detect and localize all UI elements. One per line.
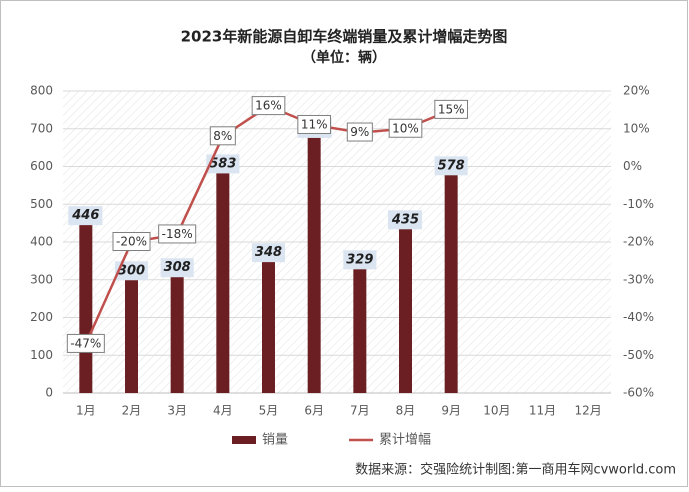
y2-tick-label: 0% [623, 159, 642, 173]
x-tick-label: 7月 [350, 404, 370, 418]
label-box [206, 154, 240, 174]
bar-value-label: 435 [391, 212, 419, 227]
label-box [68, 206, 103, 226]
x-tick-label: 1月 [76, 404, 96, 418]
label-box [114, 261, 149, 281]
y2-tick-label: 10% [623, 121, 650, 135]
bar-value-label: 348 [255, 245, 282, 260]
chart-title: 2023年新能源自卸车终端销量及累计增幅走势图 [181, 28, 508, 46]
source: 数据来源：交强险统计制图:第一商用车网cvworld.com [355, 462, 676, 478]
x-tick-label: 2月 [122, 404, 142, 418]
y-tick-label: 0 [45, 386, 53, 400]
y2-tick-label: -50% [623, 348, 654, 362]
line-label-group: 9% [346, 122, 373, 142]
x-tick-label: 12月 [575, 404, 602, 418]
line-value-label: 9% [350, 125, 369, 139]
label-box [158, 224, 197, 244]
y-tick-label: 400 [30, 235, 53, 249]
y-tick-label: 200 [30, 310, 53, 324]
label-box [209, 126, 236, 146]
label-box [112, 232, 151, 251]
bar-value-label: 300 [118, 263, 145, 278]
x-tick-label: 3月 [167, 404, 187, 418]
line-value-label: 15% [438, 102, 465, 116]
legend-swatch [232, 436, 256, 444]
bar [79, 224, 93, 393]
label-box [388, 118, 423, 138]
y-tick-label: 500 [30, 197, 53, 211]
line-label-group: 8% [209, 126, 236, 146]
bar [444, 174, 458, 393]
line-label-group: -20% [112, 232, 151, 251]
label-box [297, 114, 332, 134]
bar-value-label: 308 [164, 260, 191, 275]
bar [353, 268, 367, 393]
label-box [387, 210, 423, 230]
label-box [343, 250, 377, 270]
line-label-group: -47% [66, 333, 105, 353]
bar-value-label: 446 [71, 208, 99, 223]
bar-label-group: 308 [160, 258, 194, 278]
line-label-group: -18% [158, 224, 197, 244]
line-label-group: 11% [297, 114, 332, 134]
line-value-label: 11% [301, 117, 328, 131]
bar-value-label: 583 [209, 156, 236, 171]
line-value-label: -18% [162, 227, 193, 241]
bar [170, 276, 184, 393]
bar [307, 137, 321, 393]
x-tick-label: 11月 [529, 404, 556, 418]
label-box [251, 96, 286, 116]
bar-label-group: 446 [68, 206, 103, 226]
label-box [346, 122, 373, 142]
bar [216, 172, 230, 393]
bar-label-group: 578 [434, 156, 468, 176]
y-tick-label: 600 [30, 159, 53, 173]
y-tick-label: 300 [30, 272, 53, 286]
bar-label-group: 435 [387, 210, 423, 230]
line-label-group: 10% [388, 118, 423, 138]
line-label-group: 15% [434, 99, 469, 119]
y2-tick-label: -20% [623, 235, 654, 249]
bar [399, 228, 412, 393]
line-value-label: 8% [213, 129, 232, 143]
x-tick-label: 4月 [213, 404, 233, 418]
bar-label-group: 329 [343, 250, 377, 270]
bar [125, 279, 138, 393]
y2-tick-label: -30% [623, 272, 654, 286]
y2-tick-label: -40% [623, 310, 654, 324]
bar-label-group: 300 [114, 261, 149, 281]
y2-tick-label: 20% [623, 84, 650, 98]
label-box [160, 258, 194, 278]
y-tick-label: 800 [30, 84, 53, 98]
x-tick-label: 10月 [483, 404, 510, 418]
line-value-label: -20% [116, 235, 147, 249]
y2-tick-label: -60% [623, 386, 654, 400]
bar [262, 261, 275, 393]
line-value-label: -47% [70, 336, 101, 350]
y-tick-label: 700 [30, 121, 53, 135]
bar-value-label: 329 [346, 252, 373, 267]
x-tick-label: 5月 [259, 404, 279, 418]
bar-label-group: 583 [206, 154, 240, 174]
line-value-label: 10% [392, 121, 419, 135]
label-box [434, 99, 469, 119]
label-box [251, 243, 286, 263]
label-box [66, 333, 105, 353]
x-tick-label: 6月 [304, 404, 324, 418]
chart-subtitle: （单位：辆） [302, 49, 386, 66]
bar-value-label: 578 [438, 158, 465, 173]
bar-label-group: 348 [251, 243, 286, 263]
label-box [434, 156, 468, 176]
legend-label: 累计增幅 [379, 433, 431, 448]
line-label-group: 16% [251, 96, 286, 116]
line-value-label: 16% [255, 99, 282, 113]
x-tick-label: 8月 [396, 404, 416, 418]
x-tick-label: 9月 [441, 404, 461, 418]
y-tick-label: 100 [30, 348, 53, 362]
legend-label: 销量 [262, 433, 288, 448]
y2-tick-label: -10% [623, 197, 654, 211]
